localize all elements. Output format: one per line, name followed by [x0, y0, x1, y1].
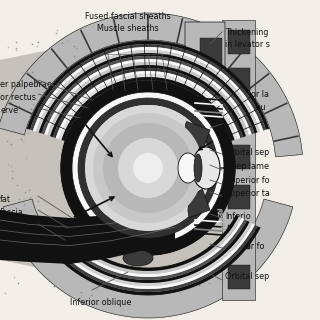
Polygon shape [33, 47, 263, 132]
Ellipse shape [194, 154, 202, 182]
Polygon shape [0, 22, 222, 298]
Text: Inferior oblique: Inferior oblique [70, 298, 132, 307]
Polygon shape [51, 220, 250, 283]
Polygon shape [56, 71, 240, 139]
Polygon shape [61, 77, 235, 141]
Text: or rectus: or rectus [0, 93, 36, 102]
Circle shape [103, 123, 193, 213]
Text: Thickening: Thickening [225, 28, 268, 37]
Polygon shape [30, 44, 266, 131]
Ellipse shape [178, 153, 198, 183]
Ellipse shape [192, 147, 220, 189]
Polygon shape [36, 50, 260, 132]
Text: Deep lame: Deep lame [225, 162, 269, 171]
Text: Superior la: Superior la [225, 90, 269, 99]
Text: fascia: fascia [0, 208, 24, 217]
Wedge shape [188, 189, 210, 218]
Circle shape [118, 138, 178, 198]
Polygon shape [42, 56, 254, 134]
Text: in levator s: in levator s [225, 40, 270, 49]
Polygon shape [56, 218, 244, 277]
Wedge shape [185, 122, 210, 154]
Polygon shape [48, 222, 252, 286]
Polygon shape [200, 38, 222, 85]
Bar [228, 225, 250, 249]
Polygon shape [72, 92, 224, 244]
Text: er palpebrae superioris: er palpebrae superioris [0, 80, 94, 89]
Polygon shape [61, 81, 235, 255]
Circle shape [85, 105, 211, 231]
Polygon shape [78, 98, 218, 238]
Polygon shape [53, 219, 247, 280]
Text: Orbital sep: Orbital sep [225, 272, 269, 281]
Polygon shape [0, 13, 302, 157]
Polygon shape [61, 215, 239, 271]
Polygon shape [27, 41, 269, 130]
Circle shape [133, 153, 163, 183]
Ellipse shape [76, 160, 96, 176]
Ellipse shape [123, 250, 153, 266]
Text: Superior ta: Superior ta [225, 189, 270, 198]
Polygon shape [58, 216, 242, 274]
Polygon shape [53, 68, 243, 138]
Polygon shape [39, 53, 257, 133]
Bar [228, 68, 250, 92]
Polygon shape [45, 223, 255, 289]
Polygon shape [44, 59, 252, 135]
Text: Inferior fo: Inferior fo [225, 242, 265, 251]
Text: Fused fascial sheaths: Fused fascial sheaths [85, 12, 171, 21]
Bar [228, 185, 250, 209]
Text: of aponeu: of aponeu [225, 103, 266, 112]
Polygon shape [59, 74, 237, 140]
Text: REMM: REMM [215, 208, 225, 232]
Polygon shape [0, 205, 175, 264]
Polygon shape [40, 226, 260, 295]
Text: fat: fat [0, 195, 11, 204]
Polygon shape [222, 20, 255, 300]
Text: spensory ligament: spensory ligament [0, 221, 75, 230]
Text: erve: erve [0, 106, 18, 115]
Polygon shape [50, 65, 246, 137]
Circle shape [93, 113, 203, 223]
Text: Inferio: Inferio [225, 212, 251, 221]
Bar [228, 30, 250, 54]
Text: Orbital sep: Orbital sep [225, 148, 269, 157]
Circle shape [61, 81, 235, 255]
Bar [228, 265, 250, 289]
Polygon shape [3, 199, 293, 318]
Polygon shape [43, 225, 258, 292]
Polygon shape [185, 22, 225, 95]
Bar [228, 145, 250, 169]
Text: Muscle sheaths: Muscle sheaths [97, 24, 159, 33]
Bar [228, 105, 250, 129]
Polygon shape [47, 62, 249, 136]
Text: Superior fo: Superior fo [225, 176, 270, 185]
